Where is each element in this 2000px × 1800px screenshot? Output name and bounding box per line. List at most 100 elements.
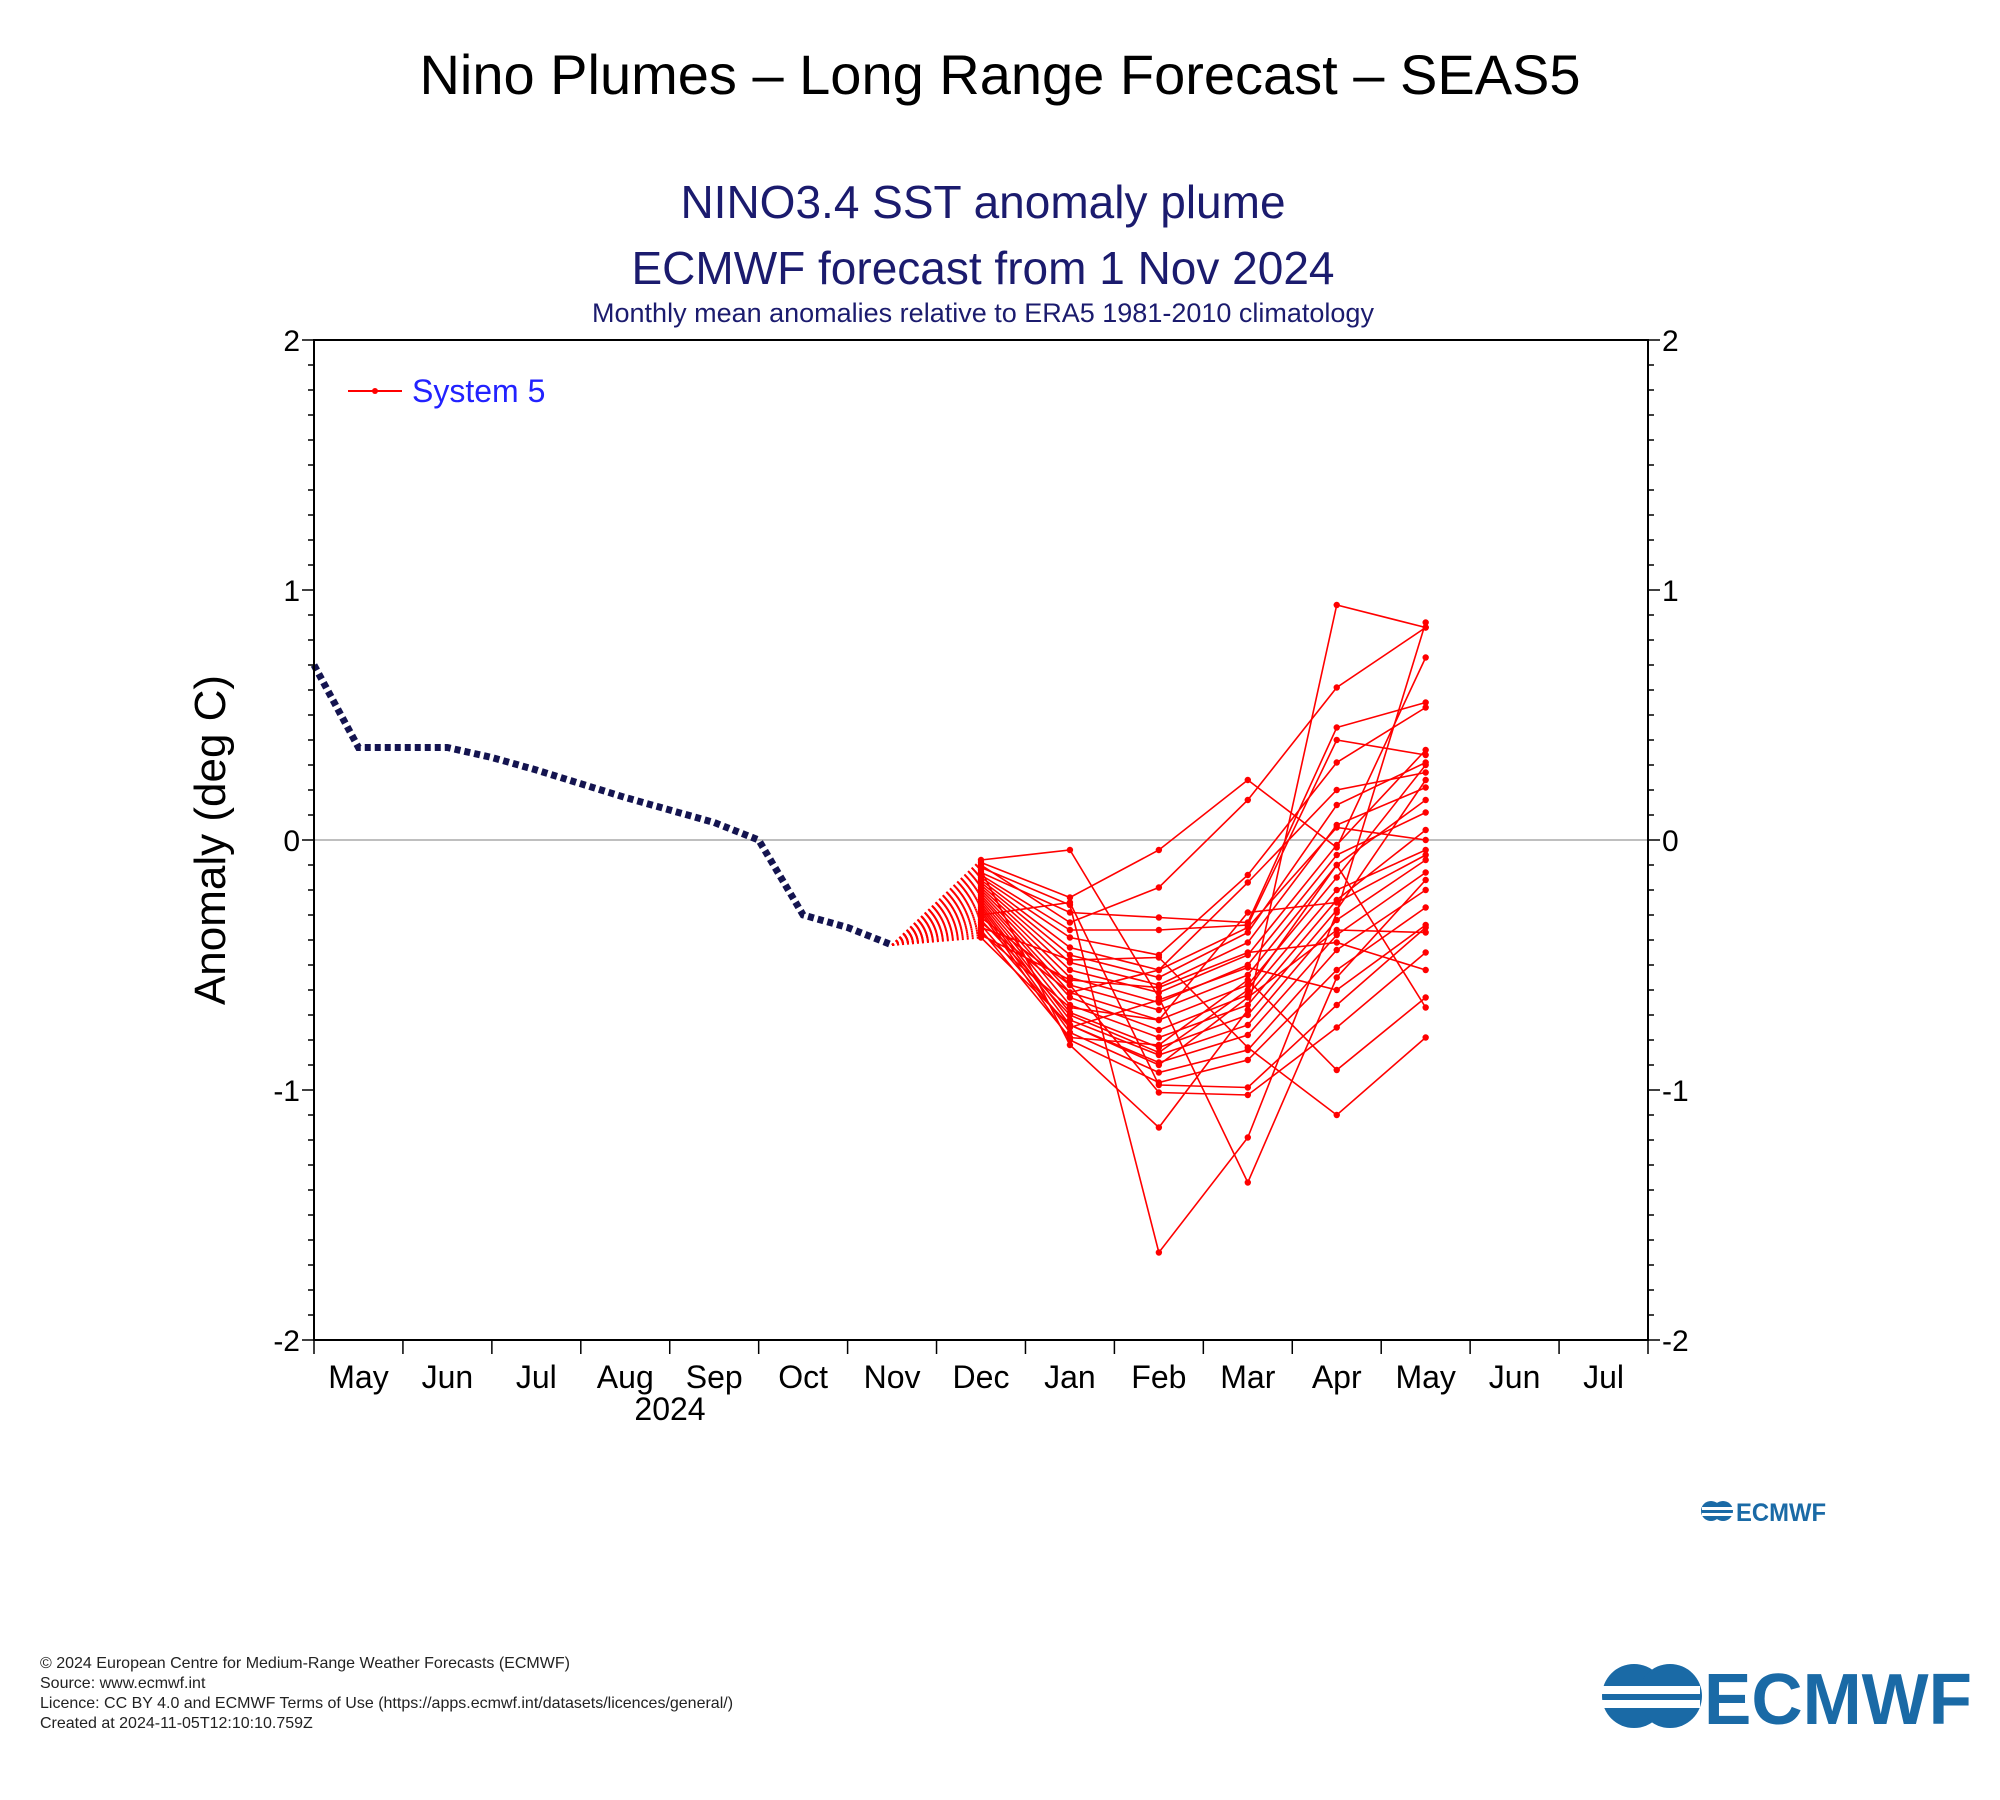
ensemble-point xyxy=(1422,751,1429,759)
footer-licence: Licence: CC BY 4.0 and ECMWF Terms of Us… xyxy=(40,1695,734,1712)
ensemble-point xyxy=(977,934,985,941)
ensemble-point xyxy=(1333,899,1340,906)
ensemble-point xyxy=(1333,1024,1340,1031)
ensemble-connector xyxy=(891,909,982,946)
ensemble-connector xyxy=(891,894,982,946)
ensemble-point xyxy=(1422,809,1429,816)
ecmwf-logo-text: ECMWF xyxy=(1704,1660,1972,1736)
ensemble-point xyxy=(1066,976,1074,984)
ensemble-point xyxy=(1422,1004,1429,1011)
ensemble-point xyxy=(1333,886,1340,894)
ensemble-line xyxy=(980,829,1427,1039)
ensemble-point xyxy=(1244,1056,1252,1064)
ensemble-point xyxy=(1422,856,1429,864)
ensemble-point xyxy=(1155,1041,1163,1049)
ensemble-point xyxy=(1066,1011,1074,1019)
ensemble-member-4 xyxy=(891,619,1429,1256)
ensemble-point xyxy=(1422,1034,1429,1041)
footer-created: Created at 2024-11-05T12:10:10.759Z xyxy=(40,1715,313,1732)
ensemble-point xyxy=(1422,904,1429,911)
ensemble-point xyxy=(1066,894,1074,901)
ensemble-connector xyxy=(891,936,982,946)
ensemble-point xyxy=(1333,759,1340,766)
ecmwf-logo-small: ECMWF xyxy=(1701,1499,1826,1527)
ensemble-point xyxy=(1333,724,1340,731)
x-tick-label: Oct xyxy=(778,1359,828,1395)
ensemble-point xyxy=(1244,949,1252,956)
ensemble-point xyxy=(1155,984,1163,991)
ensemble-point xyxy=(1422,784,1429,791)
ensemble-point xyxy=(1422,769,1429,776)
ensemble-point xyxy=(1244,776,1252,784)
ensemble-line xyxy=(980,826,1426,994)
ensemble-point xyxy=(1155,1081,1163,1089)
y-tick-label-right: 0 xyxy=(1662,825,1679,858)
ensemble-point xyxy=(1066,981,1074,989)
ensemble-point xyxy=(1066,926,1074,934)
y-tick-label-left: -2 xyxy=(273,1325,300,1358)
ensemble-point xyxy=(1066,944,1074,951)
ensemble-point xyxy=(1244,964,1252,971)
ensemble-point xyxy=(1155,926,1163,934)
ensemble-point xyxy=(1244,939,1252,946)
ensemble-point xyxy=(1244,929,1252,936)
ensemble-point xyxy=(1155,1124,1163,1131)
ensemble-point xyxy=(1066,846,1074,854)
ensemble-point xyxy=(1333,786,1340,794)
legend: System 5 xyxy=(348,373,545,409)
ensemble-point xyxy=(1244,1021,1252,1029)
ensemble-point xyxy=(1422,619,1429,626)
ensemble-line xyxy=(980,929,1427,1072)
ensemble-line xyxy=(980,706,1427,956)
ensemble-point xyxy=(1244,1001,1252,1009)
ensemble-point xyxy=(1244,1044,1252,1051)
ecmwf-logo-small-text: ECMWF xyxy=(1736,1499,1826,1527)
footer-source: Source: www.ecmwf.int xyxy=(40,1675,206,1692)
ensemble-point xyxy=(1333,1001,1340,1009)
ensemble-point xyxy=(1422,949,1429,956)
x-tick-label: Mar xyxy=(1220,1359,1275,1395)
y-tick-label-right: 2 xyxy=(1662,325,1679,358)
x-tick-label: May xyxy=(328,1359,388,1395)
ensemble-point xyxy=(1333,966,1340,974)
y-tick-label-left: 2 xyxy=(283,325,300,358)
ensemble-point xyxy=(1333,939,1340,946)
ensemble-point xyxy=(1244,1031,1252,1039)
ensemble-point xyxy=(1066,1041,1074,1049)
ensemble-point xyxy=(1422,966,1429,974)
ensemble-connector xyxy=(891,911,982,946)
ensemble-point xyxy=(1155,846,1163,854)
ensemble-line xyxy=(980,926,1427,1117)
ensemble-point xyxy=(1333,986,1340,994)
x-tick-label: Jan xyxy=(1044,1359,1096,1395)
ensemble-point xyxy=(1333,841,1340,849)
ensemble-point xyxy=(1333,906,1340,914)
ensemble-line xyxy=(980,871,1427,1064)
ensemble-line xyxy=(980,889,1427,1074)
ensemble-member-6 xyxy=(891,699,1429,946)
page-title: Nino Plumes – Long Range Forecast – SEAS… xyxy=(419,43,1581,106)
ensemble-point xyxy=(1066,1021,1074,1029)
ensemble-point xyxy=(1244,994,1252,1001)
ensemble-line xyxy=(980,859,1427,1056)
ensemble-point xyxy=(1333,801,1340,809)
ensemble-point xyxy=(1244,1006,1252,1014)
x-tick-label: Jun xyxy=(422,1359,474,1395)
ensemble-point xyxy=(1333,974,1340,981)
ensemble-line xyxy=(980,934,1426,989)
ensemble-point xyxy=(1155,884,1163,891)
ecmwf-logo: ECMWF xyxy=(1600,1660,1972,1736)
ensemble-point xyxy=(1333,851,1340,859)
ensemble-point xyxy=(1333,824,1340,831)
ensemble-line xyxy=(980,657,1427,899)
ensemble-point xyxy=(1155,954,1163,961)
ensemble-line xyxy=(980,929,1426,1066)
ensemble-point xyxy=(1155,1026,1163,1034)
ensemble-point xyxy=(1066,1029,1074,1036)
ensemble-point xyxy=(1066,899,1074,906)
ensemble-point xyxy=(1244,924,1252,931)
y-tick-label-left: 1 xyxy=(283,575,300,608)
ensemble-point xyxy=(1422,994,1429,1001)
ensemble-point xyxy=(1244,1011,1252,1019)
ensemble-point xyxy=(1155,1089,1163,1096)
